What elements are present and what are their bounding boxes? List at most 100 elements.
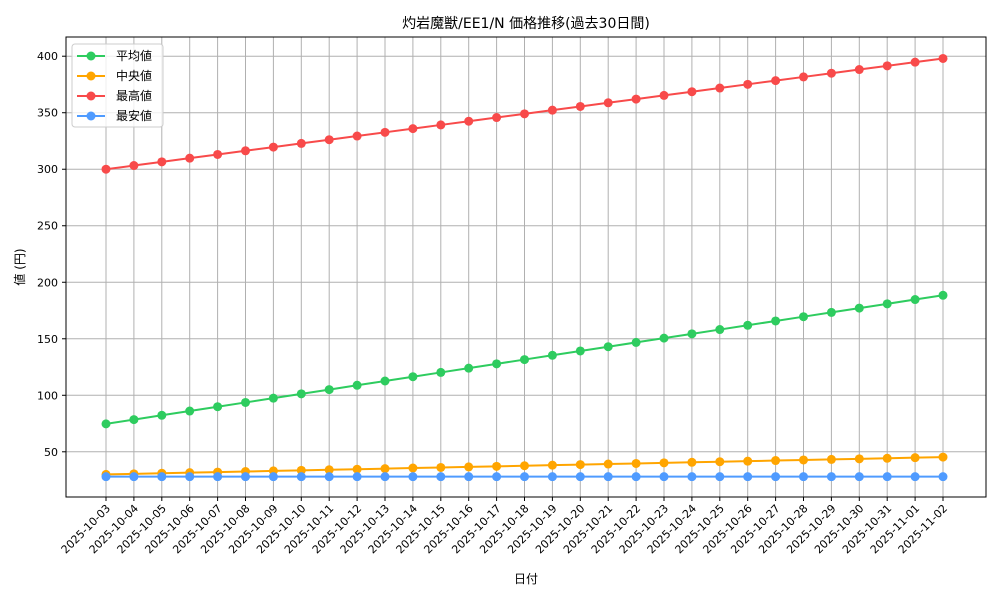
data-point xyxy=(771,76,781,86)
y-tick-label: 100 xyxy=(37,389,58,402)
data-point xyxy=(380,472,390,482)
legend-label: 最安値 xyxy=(116,108,152,123)
data-point xyxy=(408,463,418,473)
data-point xyxy=(854,65,864,75)
data-point xyxy=(687,457,697,467)
data-point xyxy=(380,376,390,386)
data-point xyxy=(436,462,446,472)
data-point xyxy=(687,87,697,97)
data-point xyxy=(743,320,753,330)
data-point xyxy=(603,98,613,108)
data-point xyxy=(575,460,585,470)
data-point xyxy=(129,472,139,482)
data-point xyxy=(185,472,195,482)
chart-title: 灼岩魔獣/EE1/N 価格推移(過去30日間) xyxy=(402,16,650,32)
data-point xyxy=(352,380,362,390)
data-point xyxy=(882,61,892,71)
data-point xyxy=(464,462,474,472)
data-point xyxy=(157,472,167,482)
data-point xyxy=(268,472,278,482)
legend-box xyxy=(71,43,164,128)
data-point xyxy=(520,109,529,119)
data-point xyxy=(687,329,697,339)
data-point xyxy=(296,138,306,148)
data-point xyxy=(492,461,502,471)
data-point xyxy=(771,316,781,326)
data-point xyxy=(575,346,585,356)
x-axis: 2025-10-032025-10-042025-10-052025-10-06… xyxy=(59,497,950,556)
data-point xyxy=(129,415,139,425)
data-point xyxy=(436,120,446,130)
data-point xyxy=(436,472,446,482)
data-point xyxy=(799,72,808,82)
data-point xyxy=(826,472,836,482)
data-point xyxy=(631,458,641,468)
data-point xyxy=(882,472,892,482)
y-tick-label: 350 xyxy=(37,107,58,120)
data-point xyxy=(631,337,641,347)
data-point xyxy=(715,457,725,467)
data-point xyxy=(771,456,781,466)
data-point xyxy=(715,83,725,93)
data-point xyxy=(324,385,334,395)
data-point xyxy=(854,454,864,464)
plot-frame xyxy=(65,36,987,498)
data-point xyxy=(241,146,250,156)
data-point xyxy=(687,472,697,482)
data-point xyxy=(854,303,864,313)
data-point xyxy=(659,90,669,100)
data-point xyxy=(101,472,111,482)
legend-marker xyxy=(86,111,96,121)
legend-marker xyxy=(86,71,96,81)
y-tick-label: 150 xyxy=(37,333,58,346)
data-point xyxy=(659,472,669,482)
data-point xyxy=(296,472,306,482)
data-point xyxy=(213,472,223,482)
data-point xyxy=(380,127,390,137)
data-point xyxy=(771,472,781,482)
data-point xyxy=(520,472,529,482)
grid-lines xyxy=(66,37,986,497)
data-point xyxy=(101,164,111,174)
data-point xyxy=(213,149,223,159)
data-point xyxy=(380,464,390,474)
data-point xyxy=(631,472,641,482)
data-point xyxy=(352,472,362,482)
data-point xyxy=(799,472,808,482)
data-point xyxy=(659,333,669,343)
data-point xyxy=(464,363,474,373)
legend-label: 平均値 xyxy=(116,48,152,63)
data-point xyxy=(352,464,362,474)
data-point xyxy=(185,153,195,163)
data-point xyxy=(241,397,250,407)
data-point xyxy=(938,290,948,300)
data-point xyxy=(603,342,613,352)
data-point xyxy=(408,124,418,134)
data-point xyxy=(910,453,920,463)
data-point xyxy=(603,472,613,482)
data-point xyxy=(659,458,669,468)
y-tick-label: 250 xyxy=(37,220,58,233)
x-axis-label: 日付 xyxy=(514,572,538,586)
data-point xyxy=(101,419,111,429)
data-point xyxy=(520,461,529,471)
legend-marker xyxy=(86,51,96,61)
data-point xyxy=(268,142,278,152)
data-point xyxy=(826,68,836,78)
data-point xyxy=(324,465,334,475)
y-axis: 50 100 150 200 250 300 350 400 xyxy=(37,50,66,459)
legend-label: 中央値 xyxy=(116,68,152,83)
data-series xyxy=(101,53,948,482)
data-point xyxy=(464,472,474,482)
data-point xyxy=(826,454,836,464)
data-point xyxy=(547,460,557,470)
data-point xyxy=(910,57,920,67)
data-point xyxy=(799,312,808,322)
data-point xyxy=(882,299,892,309)
data-point xyxy=(826,307,836,317)
data-point xyxy=(743,79,753,89)
data-point xyxy=(241,472,250,482)
data-point xyxy=(575,472,585,482)
